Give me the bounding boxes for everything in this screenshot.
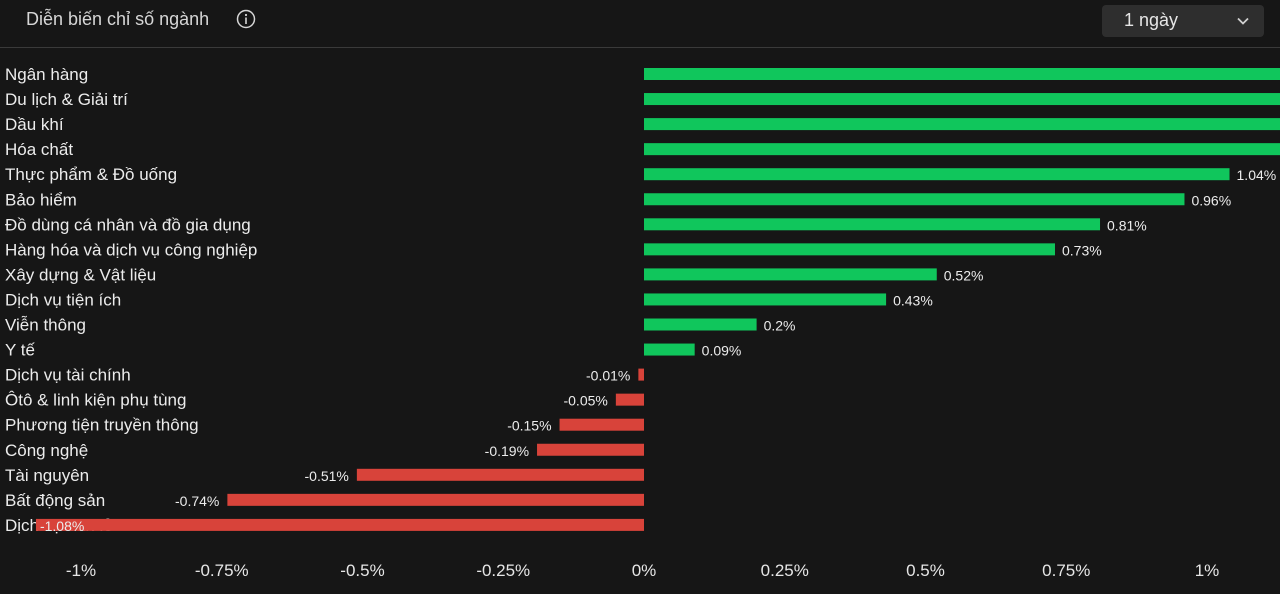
- bar[interactable]: [559, 418, 644, 431]
- x-tick-label: 1%: [1195, 561, 1220, 580]
- bar[interactable]: [644, 118, 1280, 131]
- x-tick-label: 0.75%: [1042, 561, 1090, 580]
- x-tick-label: 0%: [632, 561, 657, 580]
- category-label: Du lịch & Giải trí: [5, 90, 128, 109]
- x-tick-label: -0.25%: [476, 561, 530, 580]
- bar[interactable]: [644, 193, 1185, 206]
- category-label: Thực phẩm & Đồ uống: [5, 165, 177, 184]
- category-label: Ôtô & linh kiện phụ tùng: [5, 391, 186, 410]
- time-range-dropdown[interactable]: 1 ngày: [1102, 5, 1264, 37]
- value-label: -0.15%: [507, 418, 551, 434]
- category-label: Ngân hàng: [5, 65, 88, 84]
- category-label: Hóa chất: [5, 140, 73, 159]
- bar[interactable]: [537, 443, 644, 456]
- category-label: Bất động sản: [5, 491, 105, 510]
- sector-bar-chart: Ngân hàng2.09%Du lịch & Giải trí1.96%Dầu…: [5, 65, 1280, 580]
- value-label: 0.81%: [1107, 217, 1147, 233]
- bar[interactable]: [644, 68, 1280, 80]
- bar[interactable]: [356, 468, 644, 481]
- category-label: Phương tiện truyền thông: [5, 416, 199, 435]
- bar[interactable]: [644, 268, 937, 281]
- value-label: -0.05%: [563, 393, 607, 409]
- category-label: Hàng hóa và dịch vụ công nghiệp: [5, 240, 257, 259]
- value-label: 0.96%: [1191, 192, 1231, 208]
- value-label: 0.43%: [893, 292, 933, 308]
- bar[interactable]: [227, 493, 644, 506]
- value-label: 1.04%: [1237, 167, 1277, 183]
- bar[interactable]: [615, 393, 644, 406]
- x-tick-label: -0.5%: [340, 561, 384, 580]
- bar[interactable]: [644, 168, 1230, 181]
- bar[interactable]: [35, 518, 644, 531]
- bar[interactable]: [644, 318, 757, 331]
- info-icon[interactable]: [236, 9, 256, 29]
- value-label: -1.08%: [40, 518, 84, 534]
- chevron-down-icon: [1237, 17, 1249, 25]
- category-label: Viễn thông: [5, 316, 86, 335]
- value-label: 0.2%: [764, 318, 796, 334]
- bar[interactable]: [644, 93, 1280, 106]
- header-bar: Diễn biến chỉ số ngành 1 ngày: [0, 0, 1280, 48]
- bar[interactable]: [644, 343, 695, 356]
- time-range-value: 1 ngày: [1124, 10, 1179, 30]
- category-label: Xây dựng & Vật liệu: [5, 265, 156, 284]
- category-label: Tài nguyên: [5, 466, 89, 485]
- chart-title: Diễn biến chỉ số ngành: [26, 9, 210, 29]
- value-label: -0.74%: [175, 493, 219, 509]
- value-label: -0.51%: [305, 468, 349, 484]
- bar[interactable]: [638, 368, 644, 381]
- bar[interactable]: [644, 218, 1101, 231]
- x-tick-label: -0.75%: [195, 561, 249, 580]
- category-label: Y tế: [5, 341, 35, 360]
- category-label: Bảo hiểm: [5, 190, 77, 209]
- x-tick-label: 0.25%: [761, 561, 809, 580]
- value-label: 0.73%: [1062, 242, 1102, 258]
- category-label: Dịch vụ tiện ích: [5, 290, 121, 309]
- bar[interactable]: [644, 243, 1055, 256]
- bar[interactable]: [644, 293, 887, 306]
- category-label: Đồ dùng cá nhân và đồ gia dụng: [5, 215, 251, 234]
- category-label: Dịch vụ tài chính: [5, 366, 131, 385]
- value-label: 0.52%: [944, 267, 984, 283]
- bar[interactable]: [644, 143, 1280, 156]
- x-tick-label: -1%: [66, 561, 96, 580]
- x-tick-label: 0.5%: [906, 561, 945, 580]
- value-label: 0.09%: [702, 343, 742, 359]
- value-label: -0.19%: [485, 443, 529, 459]
- value-label: -0.01%: [586, 368, 630, 384]
- category-label: Dầu khí: [5, 115, 64, 134]
- category-label: Công nghệ: [5, 441, 88, 460]
